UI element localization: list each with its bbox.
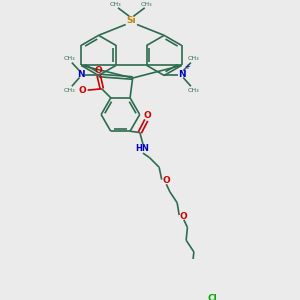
Text: CH₃: CH₃	[110, 2, 122, 7]
Text: N: N	[178, 70, 186, 79]
Text: O: O	[79, 85, 86, 94]
Text: N: N	[77, 70, 84, 79]
Text: CH₃: CH₃	[187, 56, 199, 61]
Text: CH₃: CH₃	[141, 2, 153, 7]
Text: O: O	[180, 212, 188, 221]
Text: Cl: Cl	[208, 294, 217, 300]
Text: O: O	[143, 110, 151, 119]
Text: O: O	[163, 176, 170, 185]
Text: CH₃: CH₃	[64, 88, 76, 93]
Text: O: O	[95, 66, 103, 75]
Text: ⁻: ⁻	[80, 92, 84, 98]
Text: CH₃: CH₃	[187, 88, 199, 93]
Text: HN: HN	[136, 144, 149, 153]
Text: +: +	[184, 64, 190, 70]
Text: Si: Si	[127, 16, 136, 25]
Text: CH₃: CH₃	[64, 56, 76, 61]
